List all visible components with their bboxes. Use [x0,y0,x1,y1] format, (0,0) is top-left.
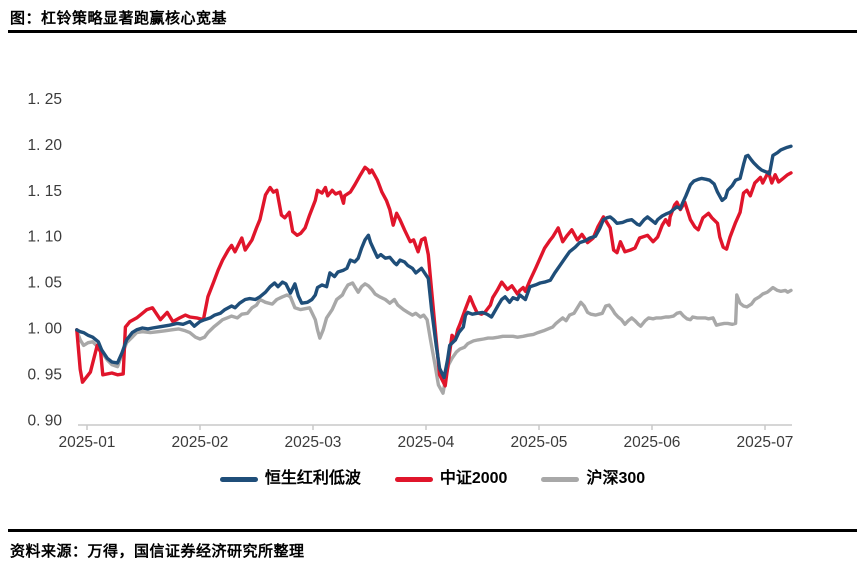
series-line-恒生红利低波 [75,144,793,380]
y-axis-tick-label: 0. 90 [28,412,63,429]
x-axis-tick-label: 2025-06 [624,434,681,451]
legend-line-swatch [219,476,258,482]
x-axis-tick-label: 2025-07 [737,434,794,451]
legend-item-恒生红利低波: 恒生红利低波 [219,470,361,487]
legend-item-中证2000: 中证2000 [394,470,508,487]
chart-legend: 恒生红利低波 中证2000 沪深300 [0,469,865,489]
y-axis-tick-label: 1. 25 [28,91,62,108]
y-axis-tick-label: 1. 20 [28,137,63,154]
legend-item-沪深300: 沪深300 [541,471,645,487]
y-axis-tick-label: 1. 00 [28,321,63,338]
title-divider [8,30,857,33]
y-axis-tick-label: 1. 05 [28,275,62,292]
source-note: 资料来源：万得，国信证券经济研究所整理 [10,543,305,560]
y-axis-tick-label: 1. 15 [28,183,62,200]
legend-label: 恒生红利低波 [264,470,361,487]
x-axis-tick-label: 2025-02 [172,434,229,451]
y-axis-tick-label: 1. 10 [28,229,63,246]
legend-label: 中证2000 [439,470,508,487]
page-title: 图：杠铃策略显著跑赢核心宽基 [10,10,228,27]
series-line-沪深300 [75,281,793,395]
legend-label: 沪深300 [586,470,646,487]
x-axis-tick-label: 2025-03 [285,434,342,451]
legend-line-swatch [541,476,580,482]
legend-line-swatch [394,476,433,482]
y-axis-tick-label: 0. 95 [28,366,62,383]
chart-canvas: 0. 90 0. 95 1. 00 1. 05 1. 10 1. 15 1. 20 1. 25… [28,91,794,451]
x-axis-tick-label: 2025-01 [59,434,116,451]
x-axis-tick-label: 2025-04 [398,434,455,451]
x-axis-tick-label: 2025-05 [511,434,568,451]
line-chart: 0. 90 0. 95 1. 00 1. 05 1. 10 1. 15 1. 20 1. 25… [0,55,865,457]
source-divider [8,529,857,532]
